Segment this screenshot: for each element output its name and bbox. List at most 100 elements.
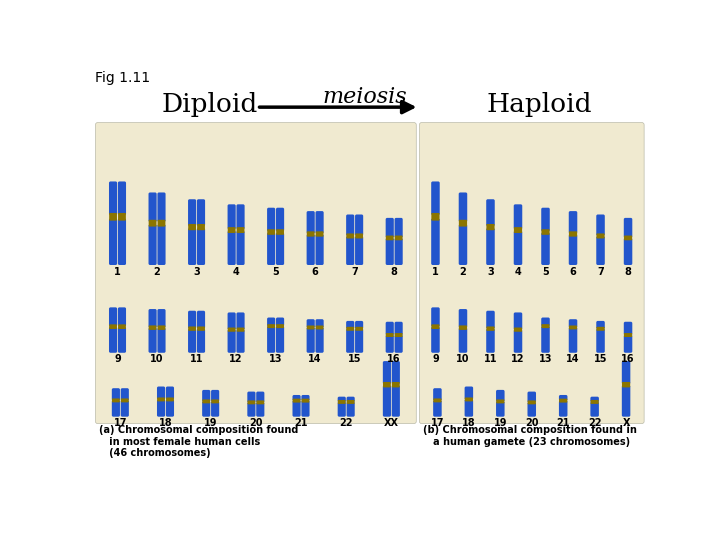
FancyBboxPatch shape — [624, 333, 632, 337]
Text: (b) Chromosomal composition found in
   a human gamete (23 chromosomes): (b) Chromosomal composition found in a h… — [423, 425, 637, 447]
FancyBboxPatch shape — [383, 382, 391, 387]
Text: 3: 3 — [193, 267, 200, 276]
FancyBboxPatch shape — [109, 181, 117, 215]
FancyBboxPatch shape — [166, 397, 174, 401]
FancyBboxPatch shape — [596, 233, 605, 239]
FancyBboxPatch shape — [559, 395, 567, 401]
FancyBboxPatch shape — [622, 382, 630, 387]
FancyBboxPatch shape — [459, 192, 467, 222]
FancyBboxPatch shape — [118, 213, 126, 221]
FancyBboxPatch shape — [559, 399, 567, 403]
FancyBboxPatch shape — [459, 225, 467, 265]
FancyBboxPatch shape — [188, 310, 196, 329]
FancyBboxPatch shape — [276, 233, 284, 265]
FancyBboxPatch shape — [197, 228, 205, 265]
FancyBboxPatch shape — [431, 327, 440, 353]
Text: 4: 4 — [233, 267, 240, 276]
FancyBboxPatch shape — [121, 400, 129, 417]
Text: 2: 2 — [459, 267, 467, 276]
FancyBboxPatch shape — [355, 327, 363, 330]
FancyBboxPatch shape — [121, 399, 129, 402]
FancyBboxPatch shape — [228, 328, 235, 332]
FancyBboxPatch shape — [486, 228, 495, 265]
FancyBboxPatch shape — [395, 218, 402, 238]
FancyBboxPatch shape — [459, 220, 467, 227]
FancyBboxPatch shape — [346, 214, 354, 235]
FancyBboxPatch shape — [109, 327, 117, 353]
FancyBboxPatch shape — [118, 325, 126, 329]
Text: 5: 5 — [542, 267, 549, 276]
FancyBboxPatch shape — [596, 214, 605, 235]
Text: 8: 8 — [391, 267, 397, 276]
FancyBboxPatch shape — [624, 235, 632, 240]
Text: 12: 12 — [230, 354, 243, 364]
FancyBboxPatch shape — [197, 327, 205, 331]
FancyBboxPatch shape — [256, 402, 264, 417]
FancyBboxPatch shape — [386, 335, 394, 353]
Text: 7: 7 — [351, 267, 358, 276]
FancyBboxPatch shape — [236, 313, 245, 330]
Text: 18: 18 — [462, 418, 476, 428]
FancyBboxPatch shape — [487, 327, 495, 331]
FancyBboxPatch shape — [267, 318, 275, 326]
Text: 20: 20 — [249, 418, 263, 428]
FancyBboxPatch shape — [386, 218, 394, 238]
FancyBboxPatch shape — [433, 399, 441, 402]
FancyBboxPatch shape — [302, 395, 310, 401]
FancyBboxPatch shape — [276, 326, 284, 353]
FancyBboxPatch shape — [158, 309, 166, 328]
FancyBboxPatch shape — [624, 238, 632, 265]
FancyBboxPatch shape — [228, 313, 235, 330]
FancyBboxPatch shape — [395, 335, 402, 353]
FancyBboxPatch shape — [528, 401, 536, 404]
FancyBboxPatch shape — [624, 335, 632, 353]
FancyBboxPatch shape — [228, 227, 235, 233]
FancyBboxPatch shape — [528, 392, 536, 402]
FancyBboxPatch shape — [596, 328, 605, 353]
FancyBboxPatch shape — [148, 326, 156, 330]
FancyBboxPatch shape — [486, 199, 495, 226]
FancyBboxPatch shape — [528, 402, 536, 417]
FancyBboxPatch shape — [569, 231, 577, 237]
FancyBboxPatch shape — [346, 397, 355, 402]
Text: 22: 22 — [339, 418, 353, 428]
FancyBboxPatch shape — [157, 387, 165, 400]
FancyBboxPatch shape — [392, 361, 400, 384]
FancyBboxPatch shape — [514, 328, 522, 332]
FancyBboxPatch shape — [307, 327, 315, 353]
FancyBboxPatch shape — [157, 399, 165, 417]
FancyBboxPatch shape — [355, 328, 363, 353]
FancyBboxPatch shape — [307, 234, 315, 265]
Text: 19: 19 — [204, 418, 217, 428]
FancyBboxPatch shape — [590, 397, 599, 402]
FancyBboxPatch shape — [386, 322, 394, 335]
Text: 2: 2 — [153, 267, 161, 276]
FancyBboxPatch shape — [433, 388, 441, 401]
FancyBboxPatch shape — [188, 224, 196, 230]
FancyBboxPatch shape — [202, 390, 210, 402]
Text: 1: 1 — [114, 267, 121, 276]
Text: 6: 6 — [312, 267, 318, 276]
FancyBboxPatch shape — [338, 402, 346, 417]
FancyBboxPatch shape — [307, 326, 315, 329]
FancyBboxPatch shape — [315, 231, 323, 237]
FancyBboxPatch shape — [158, 328, 166, 353]
FancyBboxPatch shape — [392, 385, 400, 417]
FancyBboxPatch shape — [392, 382, 400, 387]
FancyBboxPatch shape — [202, 401, 210, 417]
FancyBboxPatch shape — [118, 219, 126, 265]
Text: (a) Chromosomal composition found
   in most female human cells
   (46 chromosom: (a) Chromosomal composition found in mos… — [99, 425, 299, 458]
FancyBboxPatch shape — [237, 328, 245, 332]
FancyBboxPatch shape — [338, 400, 346, 404]
FancyBboxPatch shape — [109, 307, 117, 327]
FancyBboxPatch shape — [197, 224, 205, 230]
Text: 7: 7 — [597, 267, 604, 276]
Text: 10: 10 — [456, 354, 469, 364]
FancyBboxPatch shape — [338, 397, 346, 402]
FancyBboxPatch shape — [514, 204, 522, 230]
FancyBboxPatch shape — [569, 319, 577, 328]
FancyBboxPatch shape — [197, 310, 205, 329]
FancyBboxPatch shape — [211, 401, 219, 417]
FancyBboxPatch shape — [166, 399, 174, 417]
FancyBboxPatch shape — [355, 321, 363, 329]
